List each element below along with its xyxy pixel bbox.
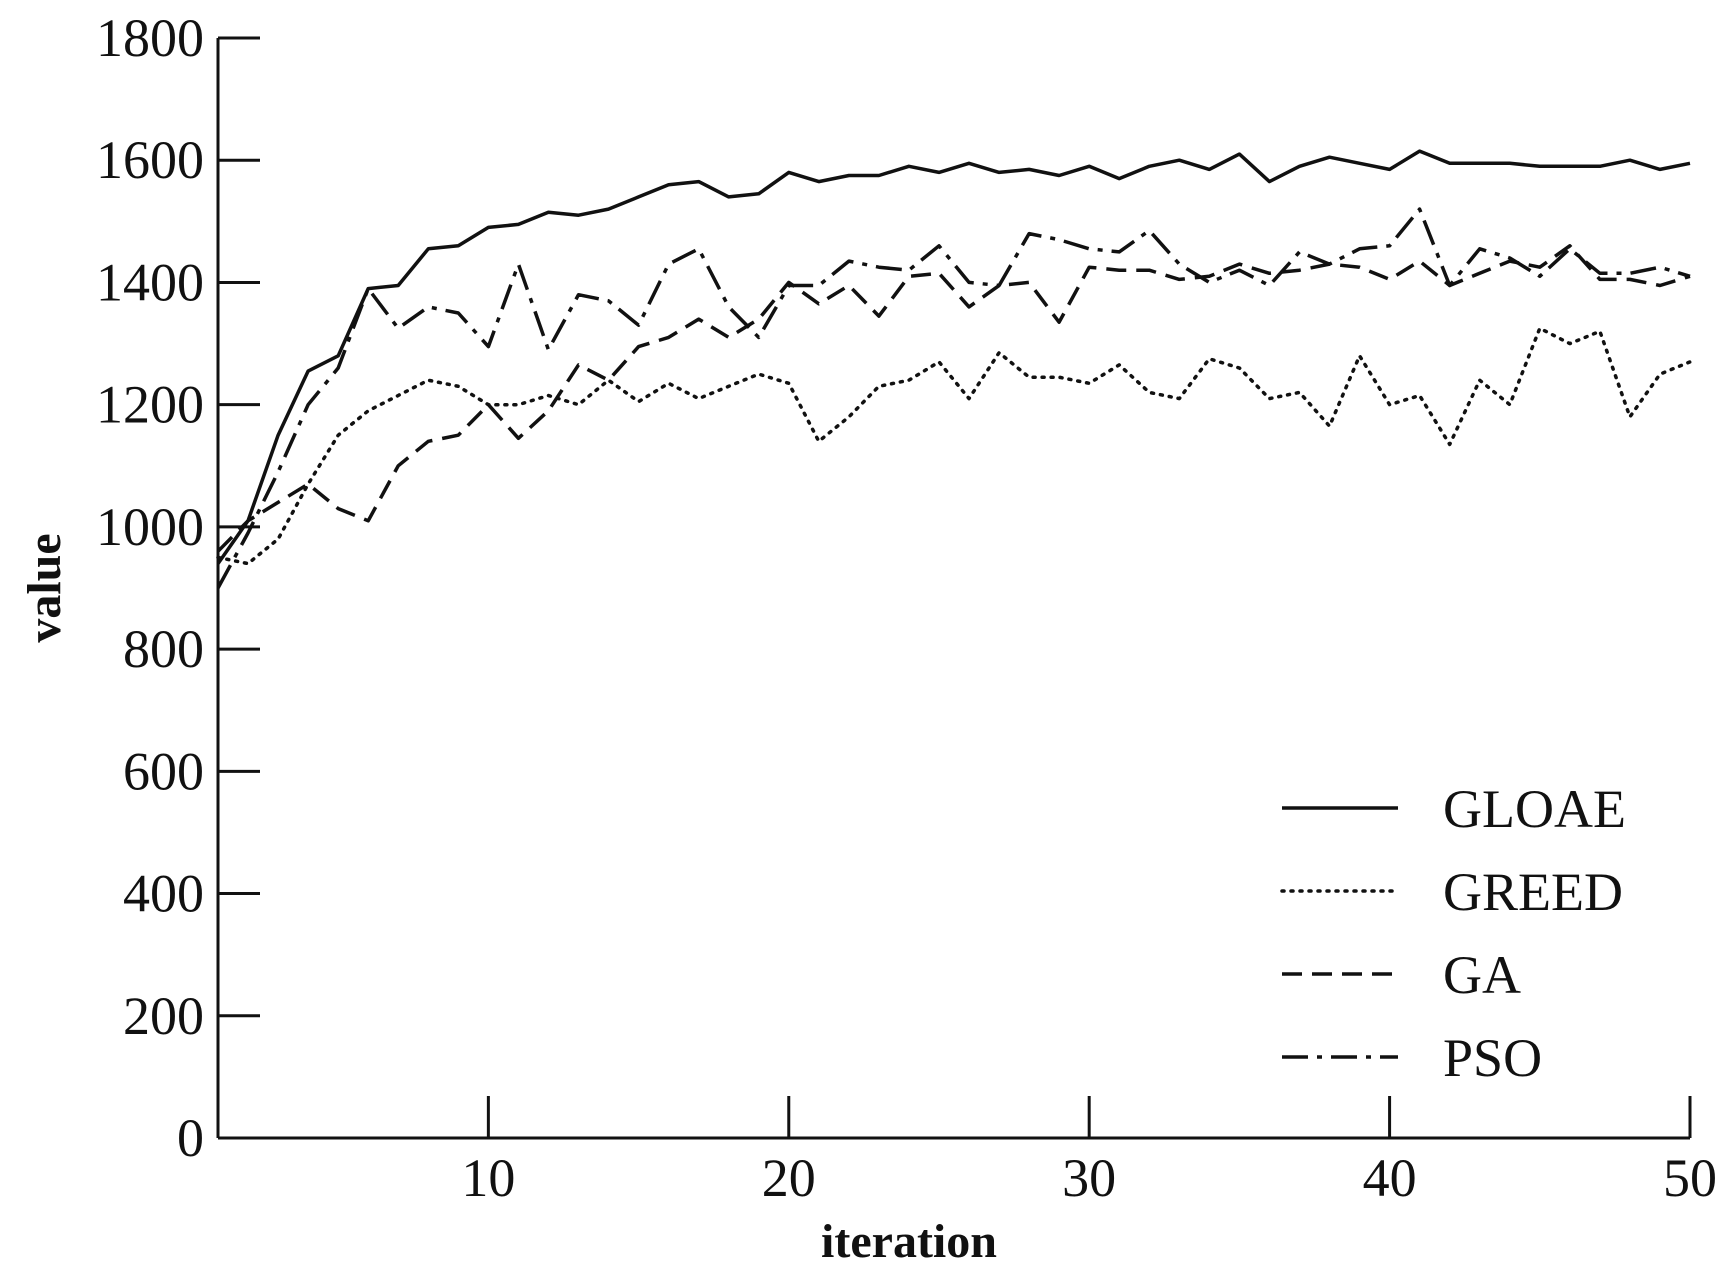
y-tick-label: 1600: [96, 130, 204, 190]
legend-label-greed: GREED: [1443, 862, 1623, 922]
series-lines: [216, 149, 1692, 589]
series-line-pso: [216, 207, 1691, 589]
x-axis-title: iteration: [821, 1215, 997, 1268]
x-tick-label: 20: [762, 1148, 816, 1208]
y-tick-label: 600: [123, 741, 204, 801]
x-tick-label: 10: [461, 1148, 515, 1208]
legend-label-pso: PSO: [1443, 1028, 1542, 1088]
y-tick-label: 1800: [96, 8, 204, 68]
series-line-ga: [216, 244, 1691, 553]
x-tick-label: 30: [1062, 1148, 1116, 1208]
series-line-greed: [216, 326, 1692, 566]
y-tick-label: 0: [177, 1108, 204, 1168]
y-tick-label: 1200: [96, 375, 204, 435]
legend-label-ga: GA: [1443, 945, 1521, 1005]
y-tick-label: 400: [123, 864, 204, 924]
y-tick-label: 1400: [96, 252, 204, 312]
legend: GLOAE GREED GA PSO: [1280, 779, 1626, 1088]
y-tick-label: 200: [123, 986, 204, 1046]
y-tick-label: 1000: [96, 497, 204, 557]
y-axis-title: value: [18, 533, 71, 642]
series-line-gloae: [216, 149, 1691, 565]
legend-label-gloae: GLOAE: [1443, 779, 1626, 839]
y-axis-ticks: 0 200 400 600 800 1000 1200 1400 1600 1800: [96, 8, 260, 1168]
x-tick-label: 50: [1663, 1148, 1717, 1208]
x-axis-ticks: 10 20 30 40 50: [461, 1096, 1717, 1208]
y-tick-label: 800: [123, 619, 204, 679]
x-tick-label: 40: [1363, 1148, 1417, 1208]
